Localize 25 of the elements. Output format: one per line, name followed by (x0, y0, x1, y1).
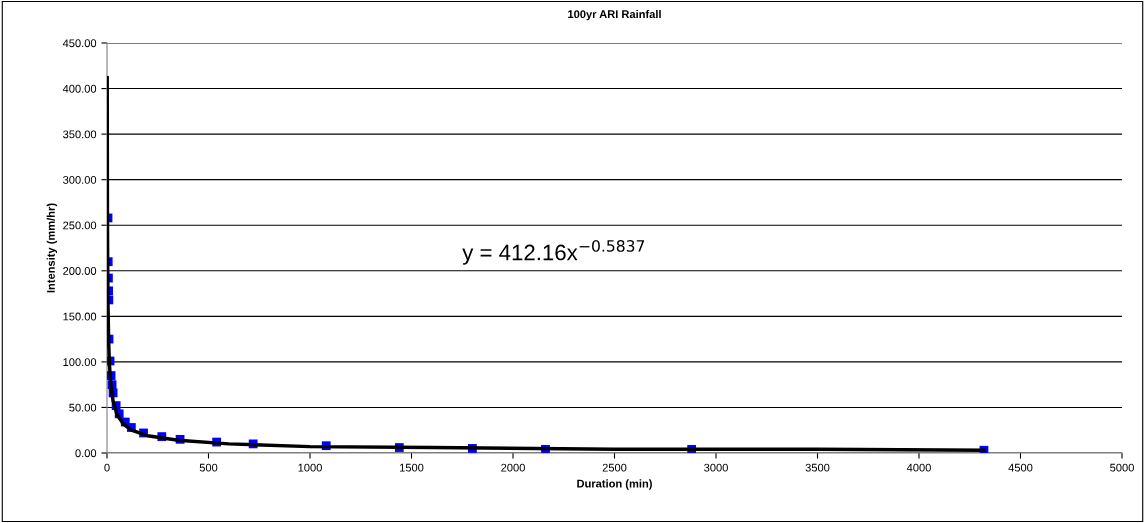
y-axis-title: Intensity (mm/hr) (46, 203, 58, 293)
y-tick-label: 200.00 (63, 267, 97, 275)
x-tick-label: 4500 (1008, 463, 1033, 472)
y-tick-label: 50.00 (69, 403, 97, 412)
x-tick-label: 3000 (704, 463, 728, 472)
annotation: y = 412.16x$^{−0.5837}$ (462, 240, 645, 265)
x-tick-label: 1000 (298, 463, 322, 472)
x-tick-label: 5000 (1110, 463, 1134, 472)
y-tick-label: 350.00 (63, 130, 97, 139)
y-tick-label: 250.00 (63, 221, 97, 230)
x-tick-label: 2000 (501, 463, 525, 472)
chart-title: 100yr ARI Rainfall (568, 9, 661, 21)
y-tick-label: 300.00 (63, 175, 97, 184)
x-tick-label: 2500 (602, 463, 627, 472)
x-axis-title: Duration (min) (577, 479, 652, 490)
y-tick-label: 450.00 (62, 39, 97, 48)
x-tick-label: 1500 (399, 463, 424, 472)
y-tick-label: 0.00 (75, 449, 97, 458)
x-tick-label: 4000 (906, 463, 931, 472)
x-tick-label: 500 (199, 463, 218, 472)
x-tick-label: 3500 (805, 463, 830, 472)
x-tick-label: 0 (104, 463, 110, 472)
y-tick-label: 100.00 (63, 358, 97, 367)
y-tick-label: 400.00 (62, 84, 97, 93)
y-tick-label: 150.00 (63, 312, 97, 321)
